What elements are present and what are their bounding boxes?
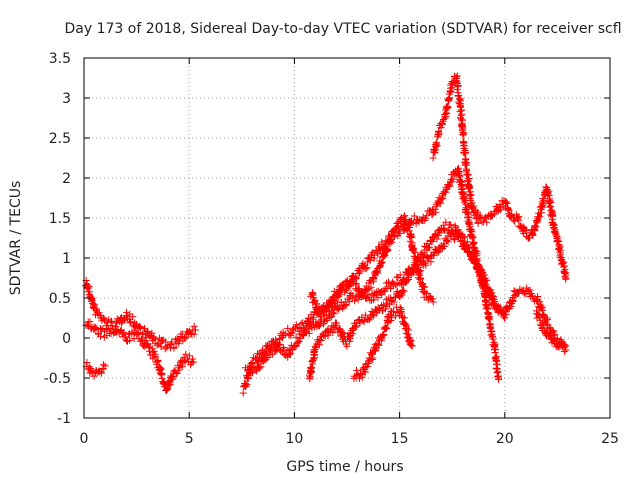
plus-markers	[307, 212, 437, 320]
x-axis-label: GPS time / hours	[286, 459, 403, 475]
y-tick-label: -1	[57, 411, 71, 427]
y-tick-label: 3	[62, 91, 71, 107]
x-tick-label: 15	[391, 431, 409, 447]
plus-markers	[82, 359, 109, 380]
plus-markers	[429, 72, 570, 283]
x-tick-label: 20	[496, 431, 514, 447]
axis-ticks	[83, 57, 611, 419]
y-tick-label: 2	[62, 171, 71, 187]
plus-markers	[350, 303, 416, 382]
y-tick-label: 3.5	[49, 51, 71, 67]
y-tick-label: 1	[62, 251, 71, 267]
series-points	[82, 318, 197, 394]
plus-markers	[82, 318, 197, 394]
y-tick-label: -0.5	[44, 371, 71, 387]
series-points	[82, 359, 109, 380]
series-points	[532, 307, 570, 355]
y-tick-label: 0	[62, 331, 71, 347]
plus-markers	[532, 307, 570, 355]
series-points	[307, 212, 437, 320]
y-tick-label: 2.5	[49, 131, 71, 147]
y-axis-label: SDTVAR / TECUs	[8, 181, 24, 296]
plot-frame	[83, 57, 611, 419]
y-tick-label: 0.5	[49, 291, 71, 307]
series-points	[350, 303, 416, 382]
y-tick-label: 1.5	[49, 211, 71, 227]
x-tick-label: 10	[285, 431, 303, 447]
x-tick-labels: 0 5 10 15 20 25	[80, 431, 619, 447]
y-tick-labels: -1 -0.5 0 0.5 1 1.5 2 2.5 3 3.5	[44, 51, 71, 427]
x-tick-label: 0	[80, 431, 89, 447]
x-tick-label: 25	[601, 431, 619, 447]
chart-title: Day 173 of 2018, Sidereal Day-to-day VTE…	[64, 21, 621, 37]
data-points	[81, 72, 570, 397]
x-tick-label: 5	[185, 431, 194, 447]
series-points	[429, 72, 570, 283]
